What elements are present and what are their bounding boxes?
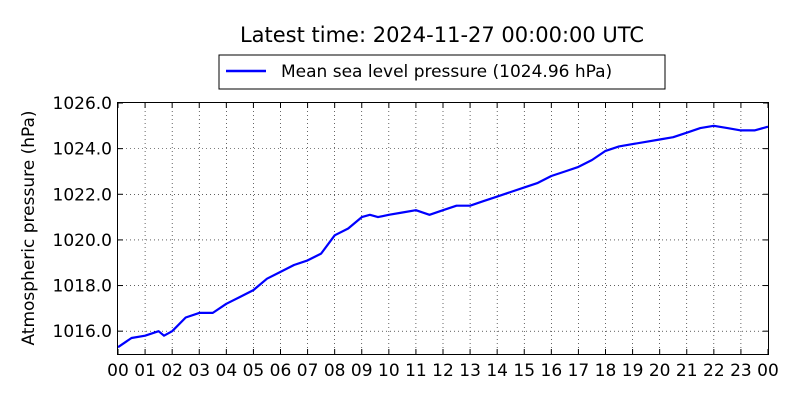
x-tick-label: 09: [351, 361, 373, 381]
x-tick-label: 07: [297, 361, 319, 381]
x-tick-label: 13: [459, 361, 481, 381]
x-tick-label: 06: [270, 361, 292, 381]
legend-label: Mean sea level pressure (1024.96 hPa): [281, 62, 612, 82]
grid: [118, 103, 768, 354]
x-tick-label: 23: [730, 361, 752, 381]
chart-title: Latest time: 2024-11-27 00:00:00 UTC: [240, 23, 644, 47]
x-tick-label: 03: [188, 361, 210, 381]
x-tick-label: 02: [161, 361, 183, 381]
y-tick-label: 1026.0: [53, 94, 112, 114]
x-axis: 00 01 02 03 04 05 06 07 08 09 10 11 12 13 14 15 16 17 18 19…: [107, 103, 779, 381]
y-axis: 1016.0 1018.0 1020.0 1022.0 1024.0 1026.0: [53, 94, 768, 342]
x-tick-label: 04: [216, 361, 238, 381]
x-tick-label: 20: [649, 361, 671, 381]
x-tick-label: 08: [324, 361, 346, 381]
x-tick-label: 18: [595, 361, 617, 381]
x-tick-label: 16: [541, 361, 563, 381]
x-tick-label: 10: [378, 361, 400, 381]
x-tick-label: 00: [757, 361, 779, 381]
x-tick-label: 14: [486, 361, 508, 381]
x-tick-label: 15: [513, 361, 535, 381]
x-tick-label: 19: [622, 361, 644, 381]
y-tick-label: 1018.0: [53, 277, 112, 297]
series-layer: [117, 124, 769, 349]
x-tick-label: 05: [243, 361, 265, 381]
x-tick-label: 11: [405, 361, 427, 381]
y-tick-label: 1020.0: [53, 231, 112, 251]
y-tick-label: 1016.0: [53, 322, 112, 342]
x-tick-label: 17: [568, 361, 590, 381]
x-tick-label: 00: [107, 361, 129, 381]
legend: Mean sea level pressure (1024.96 hPa): [218, 54, 666, 90]
x-tick-label: 22: [703, 361, 725, 381]
x-tick-label: 12: [432, 361, 454, 381]
plot-frame: [117, 102, 769, 355]
x-tick-label: 21: [676, 361, 698, 381]
legend-box: [218, 54, 666, 90]
y-tick-label: 1022.0: [53, 185, 112, 205]
series-line-mean-sea-level-pressure: [117, 124, 769, 349]
y-tick-label: 1024.0: [53, 140, 112, 160]
y-axis-label: Atmospheric pressure (hPa): [19, 110, 39, 345]
x-tick-label: 01: [134, 361, 156, 381]
